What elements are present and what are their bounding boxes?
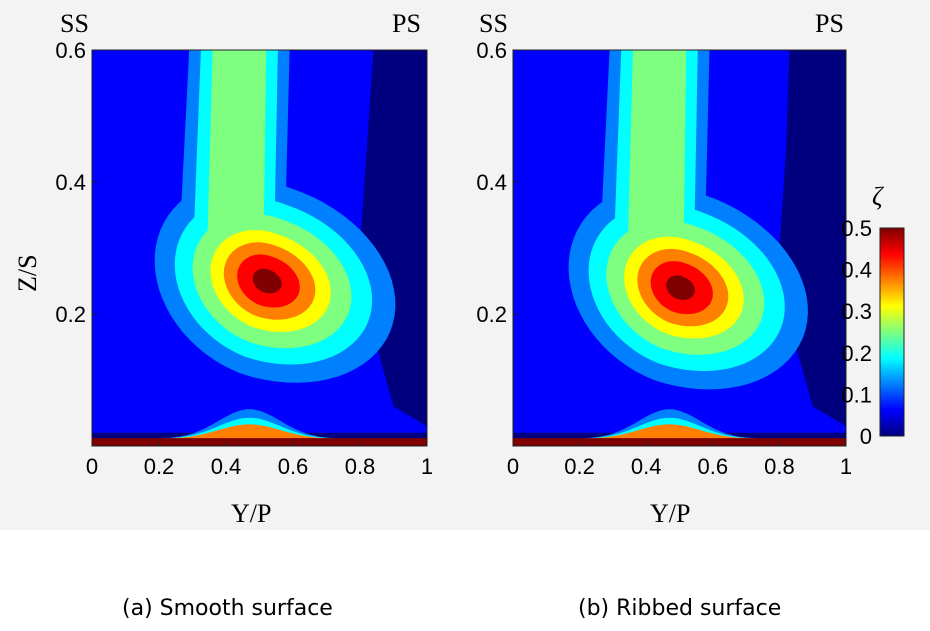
x-tick-label: 0 <box>86 454 98 479</box>
y-tick-label: 0.2 <box>476 302 507 327</box>
caption-ribbed: (b) Ribbed surface <box>578 596 782 621</box>
x-tick-label: 0.6 <box>278 454 309 479</box>
x-tick-label: 1 <box>421 454 433 479</box>
colorbar-tick-label: 0.4 <box>841 258 872 283</box>
contour-level-4-column <box>207 50 267 248</box>
wall-layer-level-4 <box>513 438 846 446</box>
y-tick-label: 0.4 <box>55 170 86 195</box>
y-tick-label: 0.6 <box>55 38 86 63</box>
colorbar-tick-label: 0.2 <box>841 341 872 366</box>
colorbar-tick-label: 0.1 <box>841 382 872 407</box>
plot-frame <box>512 49 847 447</box>
contour-level-8-vortex <box>666 275 695 300</box>
x-tick-label: 1 <box>840 454 852 479</box>
x-tick-label: 0.2 <box>564 454 595 479</box>
colorbar-tick-label: 0.5 <box>841 216 872 241</box>
corner-label-ss-b: SS <box>479 9 508 38</box>
x-tick-label: 0.2 <box>144 454 175 479</box>
y-tick-label: 0.6 <box>476 38 507 63</box>
contour-panel-smooth: 0 0.2 0.4 0.6 0.8 1 0.2 0.4 0.6 <box>55 38 433 479</box>
y-axis-label-a: Z/S <box>13 254 42 292</box>
x-tick-label: 0.4 <box>211 454 242 479</box>
colorbar-label: ζ <box>872 182 884 211</box>
corner-label-ps-a: PS <box>392 9 421 38</box>
colorbar-gradient <box>879 227 905 437</box>
corner-label-ss-a: SS <box>60 9 89 38</box>
colorbar-tick-label: 0 <box>860 424 872 449</box>
x-tick-label: 0.8 <box>345 454 376 479</box>
x-tick-label: 0 <box>507 454 519 479</box>
x-tick-label: 0.4 <box>631 454 662 479</box>
x-tick-label: 0.6 <box>698 454 729 479</box>
contour-panel-ribbed: 0 0.2 0.4 0.6 0.8 1 0.2 0.4 0.6 <box>476 38 852 479</box>
wall-layer-level-4 <box>92 438 427 446</box>
x-axis-label-b: Y/P <box>650 499 690 528</box>
x-axis-label-a: Y/P <box>231 499 271 528</box>
x-tick-label: 0.8 <box>764 454 795 479</box>
contour-figure: 0 0.2 0.4 0.6 0.8 1 0.2 0.4 0.6 0 0.2 0.4 0.6 0.8 1 0.… <box>13 9 905 528</box>
caption-smooth: (a) Smooth surface <box>122 596 333 621</box>
colorbar-tick-label: 0.3 <box>841 299 872 324</box>
plot-frame <box>91 49 428 447</box>
y-tick-label: 0.2 <box>55 302 86 327</box>
contour-level-4-column <box>627 50 687 255</box>
contour-level-8-vortex <box>252 268 282 294</box>
corner-label-ps-b: PS <box>815 9 844 38</box>
colorbar: ζ 0 0.1 0.2 0.3 0.4 0.5 <box>841 182 905 449</box>
y-tick-label: 0.4 <box>476 170 507 195</box>
